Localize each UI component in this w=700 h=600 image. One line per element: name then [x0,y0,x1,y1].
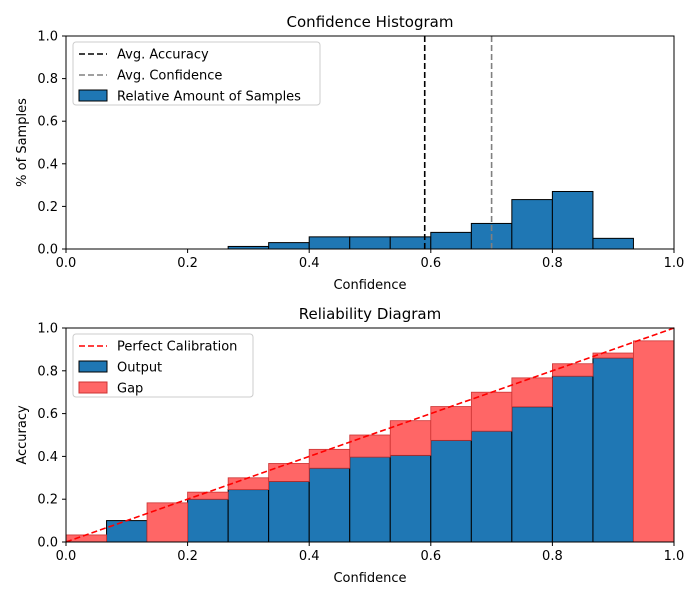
x-tick-label: 0.0 [56,256,77,271]
x-tick-label: 0.6 [420,256,441,271]
histogram-bar [511,199,553,250]
legend-box [72,41,321,106]
gap-bar [65,534,107,543]
x-tick-label: 0.2 [177,256,198,271]
y-tick-label: 0.8 [37,72,58,87]
y-tick-label: 0.2 [37,200,58,215]
y-tick-label: 0.0 [37,536,58,551]
x-tick-label: 1.0 [664,549,685,564]
y-tick-label: 1.0 [37,322,58,337]
legend-output-swatch [78,360,108,373]
plot-frame [65,327,675,543]
y-tick-label: 0.6 [37,115,58,130]
legend-box [72,333,254,398]
gap-bar [349,434,391,458]
output-bar [227,489,270,543]
confidence-histogram-panel: Confidence Histogram 0.0 0.2 0.4 0.6 0.8 1.0 0.… [15,13,684,293]
x-tick-label: 0.8 [542,549,563,564]
output-bar [349,456,391,543]
x-axis-label: Confidence [333,571,406,586]
y-tick-label: 0.2 [37,493,58,508]
output-bar [308,467,351,543]
output-bar [389,454,432,543]
legend-label: Gap [117,382,143,397]
y-tick-label: 0.6 [37,407,58,422]
output-bar [551,375,594,543]
y-tick-label: 0.0 [37,243,58,258]
y-axis-label: % of Samples [15,98,30,187]
x-tick-label: 1.0 [664,256,685,271]
histogram-bar [349,236,391,250]
gap-bar [389,420,432,456]
histogram-bar [308,236,351,250]
chart-title: Reliability Diagram [299,305,441,323]
legend-label: Avg. Confidence [117,69,222,84]
gap-bar [592,352,634,359]
y-tick-label: 1.0 [37,30,58,45]
output-bar [511,406,553,543]
y-tick-label: 0.4 [37,450,58,465]
histogram-bar [592,237,634,250]
legend-label: Relative Amount of Samples [117,90,301,105]
legend-label: Avg. Accuracy [117,48,209,63]
gap-bar [430,406,472,441]
legend-gap-swatch [78,381,108,394]
gap-bar [470,391,513,432]
x-tick-label: 0.4 [299,549,320,564]
output-bar [268,480,310,543]
x-tick-label: 0.2 [177,549,198,564]
gap-bar [227,477,270,490]
gap-bar [187,491,229,500]
legend-samples-swatch [78,89,108,102]
gap-bar [552,363,594,377]
output-bar [592,357,634,543]
y-tick-label: 0.8 [37,364,58,379]
output-bar [106,520,148,543]
x-axis-label: Confidence [333,278,406,293]
output-bar [430,439,472,543]
x-tick-label: 0.4 [299,256,320,271]
plot-frame [65,35,675,250]
x-tick-label: 0.8 [542,256,563,271]
y-tick-label: 0.4 [37,157,58,172]
gap-bar [146,502,189,543]
histogram-bar [430,231,472,250]
y-axis-label: Accuracy [15,405,30,465]
chart-title: Confidence Histogram [287,13,454,31]
histogram-bar [268,242,310,250]
gap-bar [633,340,675,543]
legend: Avg. Accuracy Avg. Confidence Relative Amo… [72,41,321,106]
output-bar [187,498,229,543]
x-tick-label: 0.0 [56,549,77,564]
x-tick-label: 0.6 [420,549,441,564]
legend: Perfect Calibration Output Gap [72,333,254,398]
gap-bar [268,463,310,482]
histogram-bar [551,190,594,250]
legend-label: Perfect Calibration [117,340,237,355]
reliability-diagram-panel: Reliability Diagram 0.0 0.2 0.4 0.6 0.8 1.0 0.0… [15,305,684,586]
gap-bar [308,448,351,469]
legend-label: Output [117,361,162,376]
output-bar [470,430,513,543]
